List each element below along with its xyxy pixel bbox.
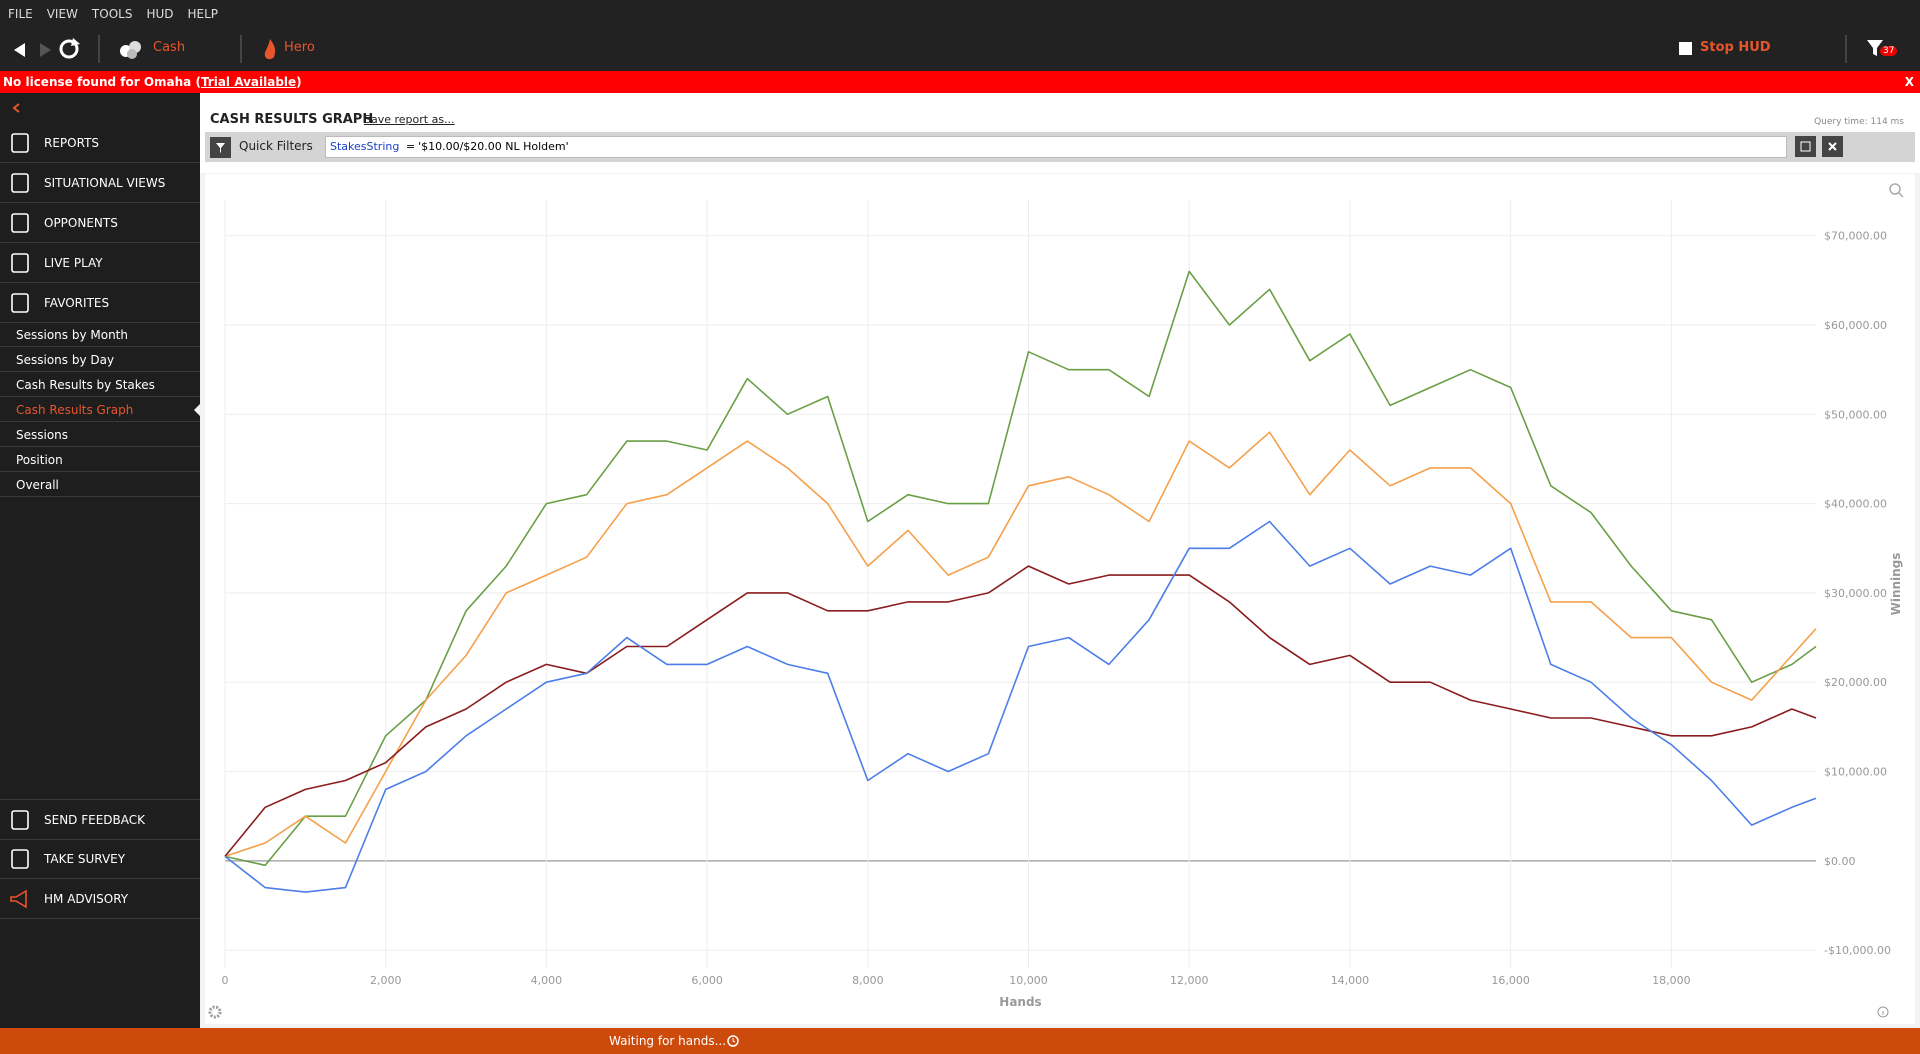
filter-icon[interactable] (1866, 38, 1884, 58)
filter-input[interactable]: StakesString = '$10.00/$20.00 NL Holdem' (325, 136, 1787, 158)
save-report[interactable]: Save report as... (364, 113, 455, 126)
favorite-item[interactable]: Cash Results by Stakes (0, 373, 200, 397)
filter-count: 37 (1880, 46, 1898, 56)
quick-filters-label: Quick Filters (239, 139, 313, 153)
query-time: Query time: 114 ms (1814, 117, 1904, 127)
y-tick-label: $10,000.00 (1824, 766, 1887, 779)
settings-icon[interactable] (208, 1005, 222, 1019)
footer-item[interactable]: TAKE SURVEY (0, 839, 200, 879)
x-tick-label: 10,000 (1009, 974, 1048, 987)
series-line (224, 431, 1817, 858)
favorite-item[interactable]: Position (0, 448, 200, 472)
y-tick-label: $50,000.00 (1824, 408, 1887, 421)
x-axis-label: Hands (999, 995, 1041, 1009)
y-tick-label: $40,000.00 (1824, 498, 1887, 511)
series-line (224, 270, 1817, 867)
nav-item[interactable]: FAVORITES (0, 283, 200, 323)
y-tick-label: $60,000.00 (1824, 319, 1887, 332)
favorite-item[interactable]: Sessions by Month (0, 323, 200, 347)
stop-hud-checkbox[interactable] (1679, 42, 1692, 55)
series-line (224, 565, 1817, 857)
quick-filter-bar: Quick Filters StakesString = '$10.00/$20.… (205, 132, 1915, 162)
status-bar: Waiting for hands... (0, 1028, 1920, 1054)
y-tick-label: $20,000.00 (1824, 676, 1887, 689)
toolbar: Cash Hero Stop HUD 37 (0, 27, 1920, 71)
y-tick-label: $30,000.00 (1824, 587, 1887, 600)
status-text: Waiting for hands... (609, 1034, 727, 1048)
footer-label: SEND FEEDBACK (44, 812, 146, 827)
x-tick-label: 2,000 (370, 974, 402, 987)
nav-label: OPPONENTS (44, 215, 118, 230)
sidebar: REPORTS SITUATIONAL VIEWS OPPONENTS LIVE PL… (0, 93, 200, 1028)
trial-link[interactable]: Trial Available (200, 75, 297, 89)
hero-tab[interactable]: Hero (284, 40, 315, 55)
results-chart: -$10,000.00 $0.00 $10,000.00 $20,000.00 $30,… (222, 200, 1903, 1009)
status-icon (727, 1035, 739, 1047)
filter-value: '$10.00/$20.00 NL Holdem' (418, 140, 569, 153)
x-tick-label: 4,000 (531, 974, 563, 987)
cash-tab[interactable]: Cash (153, 40, 186, 55)
x-tick-label: 14,000 (1331, 974, 1370, 987)
nav-item[interactable]: SITUATIONAL VIEWS (0, 163, 200, 203)
active-pointer (194, 404, 200, 416)
nav-label: REPORTS (44, 135, 100, 150)
banner-close[interactable]: X (1904, 75, 1914, 89)
hero-icon (264, 39, 276, 60)
menu-item[interactable]: HUD (146, 6, 174, 21)
x-tick-label: 16,000 (1491, 974, 1530, 987)
stop-hud[interactable]: Stop HUD (1700, 40, 1771, 55)
refresh-button[interactable] (56, 36, 82, 62)
y-tick-label: $70,000.00 (1824, 230, 1887, 243)
report-panel: CASH RESULTS GRAPH Save report as... Que… (200, 93, 1920, 1028)
x-tick-label: 6,000 (691, 974, 723, 987)
banner-suffix: ) (296, 75, 302, 89)
y-tick-label: -$10,000.00 (1824, 944, 1891, 957)
collapse-button[interactable] (10, 101, 22, 115)
menu-bar: FILE VIEW TOOLS HUD HELP (0, 0, 1920, 27)
footer-item[interactable]: SEND FEEDBACK (0, 799, 200, 840)
cash-icon (120, 41, 141, 59)
y-axis-label: Winnings (1889, 553, 1903, 616)
filter-op: = (405, 140, 416, 153)
y-tick-label: $0.00 (1824, 855, 1856, 868)
x-tick-label: 12,000 (1170, 974, 1209, 987)
nav-label: LIVE PLAY (44, 255, 103, 270)
favorite-item[interactable]: Sessions by Day (0, 348, 200, 372)
nav-buttons[interactable] (12, 39, 72, 61)
favorite-item[interactable]: Sessions (0, 423, 200, 447)
footer-label: HM ADVISORY (44, 891, 129, 906)
menu-item[interactable]: HELP (187, 6, 219, 21)
footer-item[interactable]: HM ADVISORY (0, 879, 200, 919)
nav-label: SITUATIONAL VIEWS (44, 175, 166, 190)
menu-item[interactable]: TOOLS (91, 6, 133, 21)
banner-prefix: No license found for Omaha ( (3, 75, 201, 89)
nav-item[interactable]: LIVE PLAY (0, 243, 200, 283)
x-tick-label: 18,000 (1652, 974, 1691, 987)
clear-filter[interactable] (1822, 136, 1843, 157)
nav-label: FAVORITES (44, 295, 110, 310)
filter-field: StakesString (330, 140, 400, 153)
zoom-icon[interactable] (1888, 182, 1904, 198)
nav-item[interactable]: OPPONENTS (0, 203, 200, 243)
favorite-item[interactable]: Cash Results Graph (0, 398, 200, 422)
report-title: CASH RESULTS GRAPH (210, 112, 374, 127)
license-banner: No license found for Omaha (Trial Availa… (0, 71, 1920, 93)
favorite-item[interactable]: Overall (0, 473, 200, 497)
save-filter[interactable] (1795, 136, 1816, 157)
x-tick-label: 8,000 (852, 974, 884, 987)
info-icon[interactable] (1877, 1006, 1889, 1018)
menu-item[interactable]: FILE (8, 6, 33, 21)
footer-label: TAKE SURVEY (44, 851, 126, 866)
menu-item[interactable]: VIEW (46, 6, 78, 21)
nav-item[interactable]: REPORTS (0, 123, 200, 163)
x-tick-label: 0 (222, 974, 229, 987)
series-line (224, 520, 1817, 893)
